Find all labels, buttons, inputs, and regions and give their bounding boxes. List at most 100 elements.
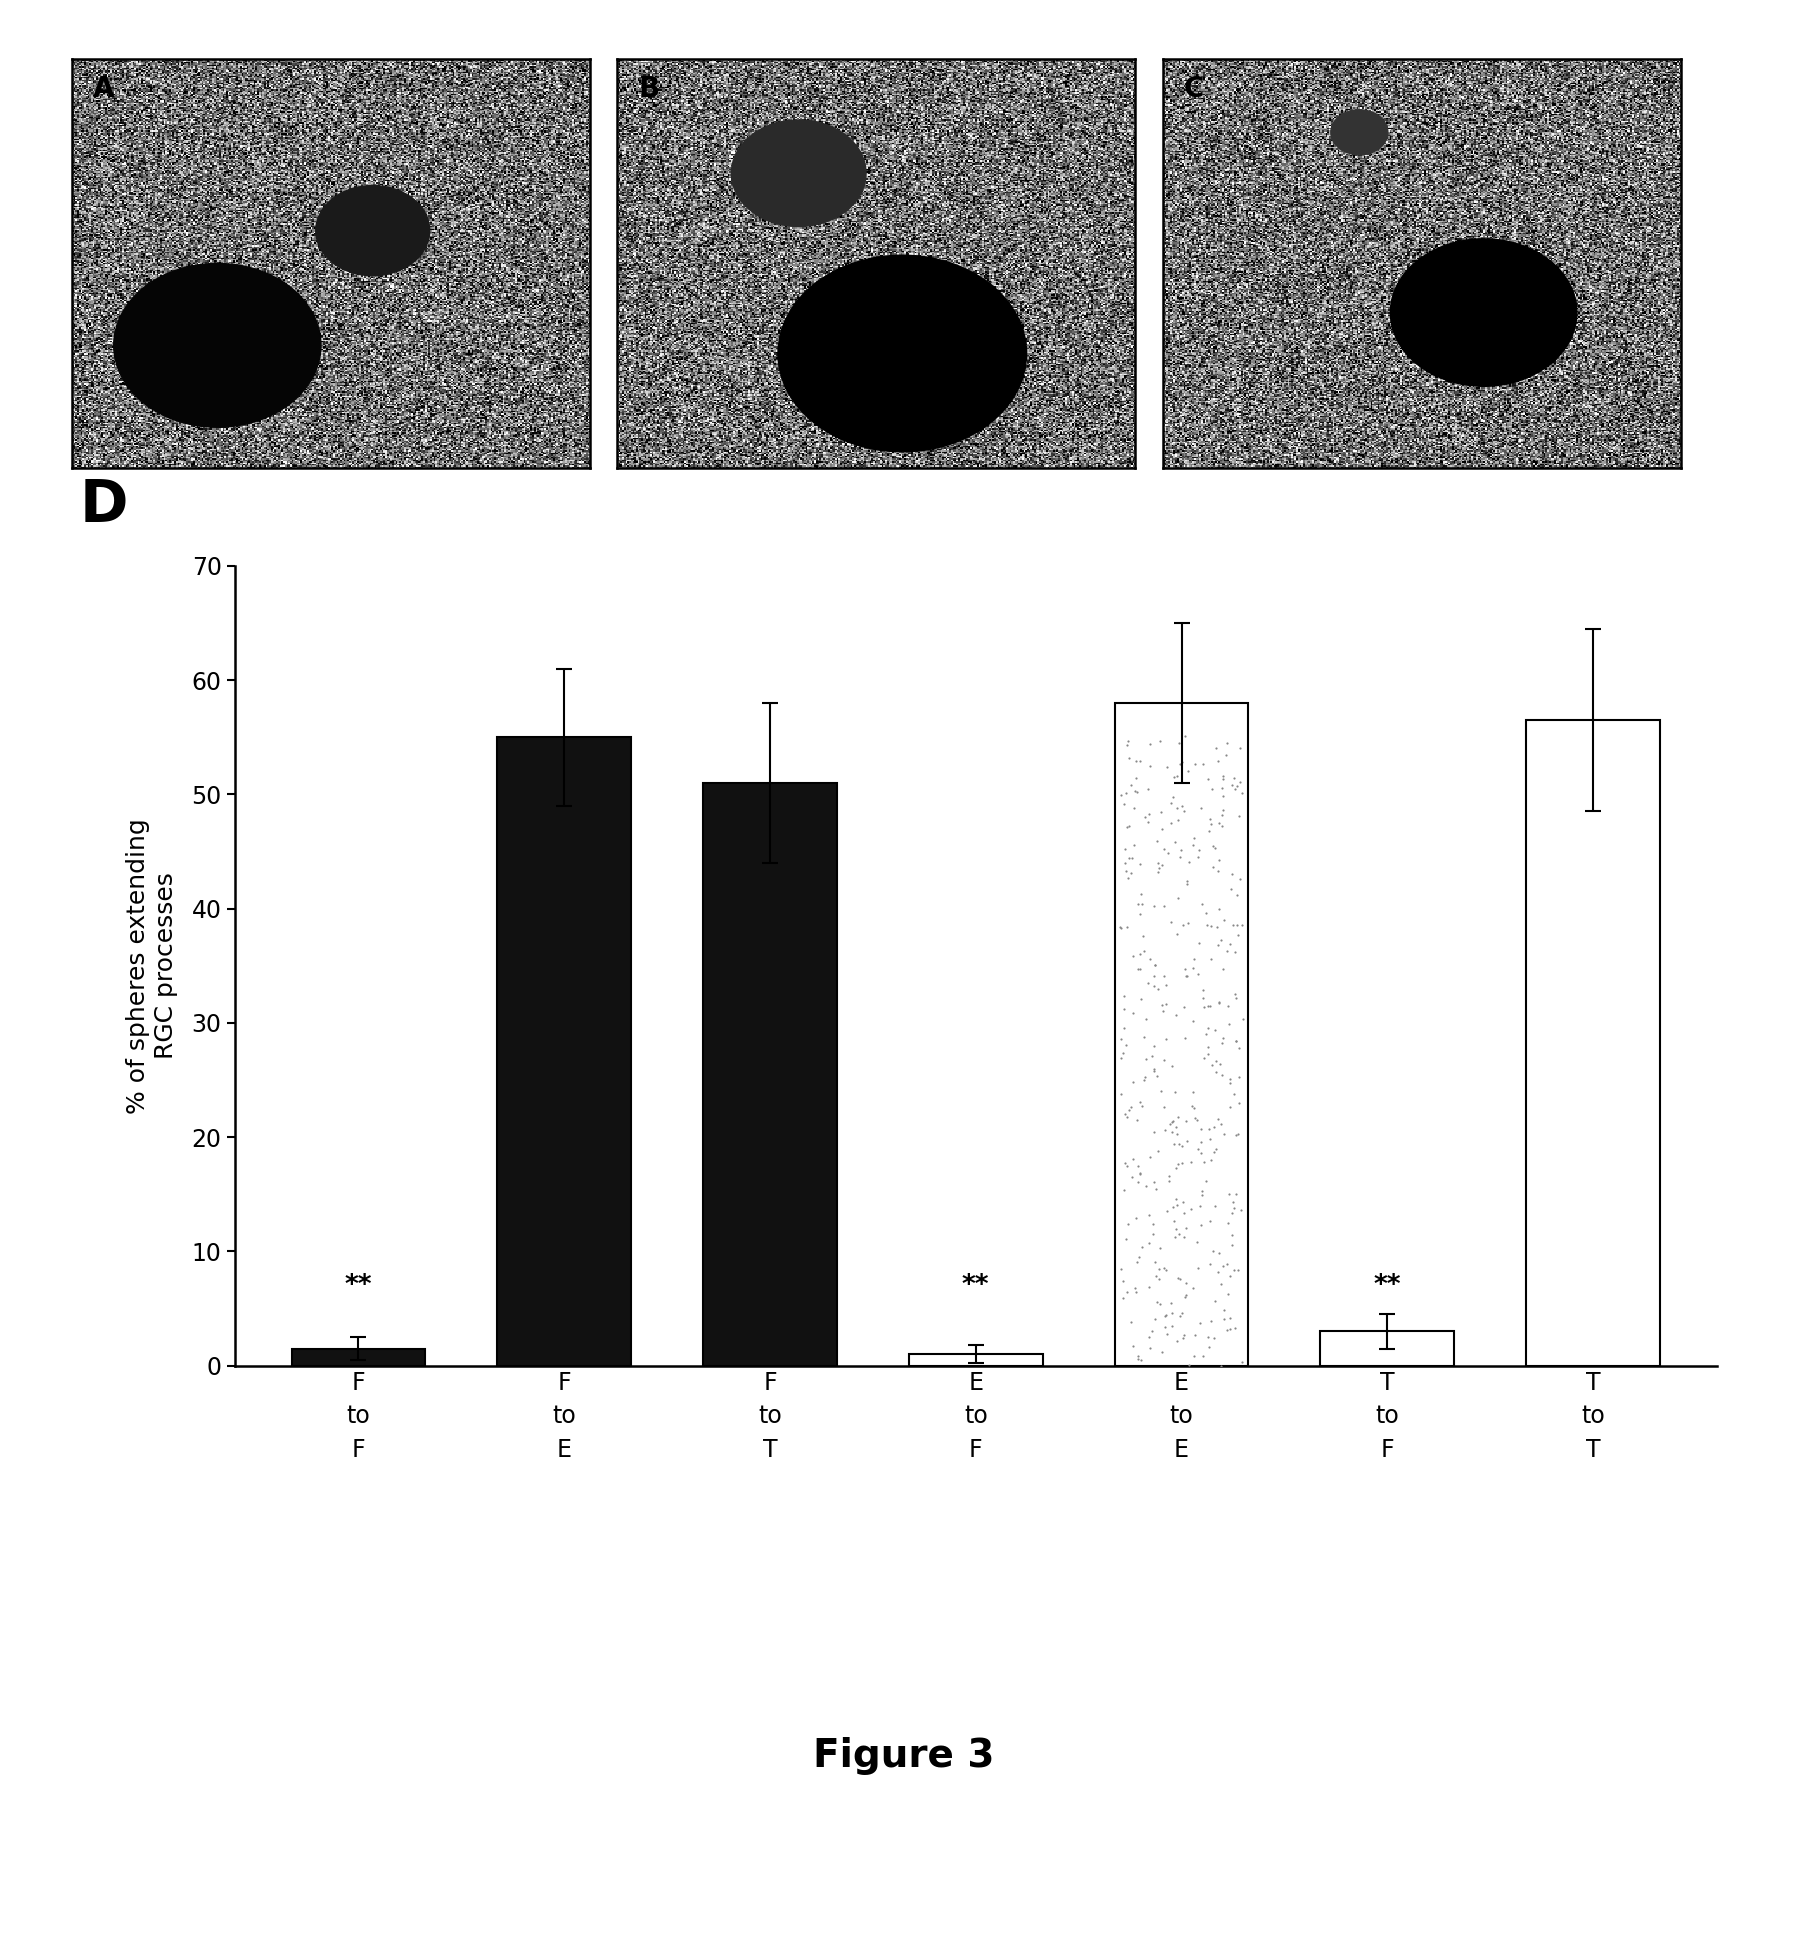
- Point: [1212, 1278, 1241, 1309]
- Point: [1142, 1260, 1171, 1292]
- Point: [1171, 1198, 1200, 1229]
- Point: [1207, 1059, 1236, 1091]
- Point: [1209, 1303, 1238, 1334]
- Point: [1158, 1192, 1187, 1223]
- Point: [1113, 1276, 1142, 1307]
- Point: [1167, 835, 1196, 866]
- Point: [1162, 1110, 1191, 1141]
- Point: [1160, 1077, 1189, 1108]
- Point: [1173, 1280, 1202, 1311]
- Point: [1216, 929, 1245, 960]
- Point: [1196, 991, 1225, 1022]
- Point: [1184, 1134, 1212, 1165]
- Point: [1153, 1196, 1182, 1227]
- Point: [1180, 823, 1209, 855]
- Point: [1137, 1040, 1166, 1071]
- Point: [1214, 1178, 1243, 1210]
- Point: [1184, 841, 1212, 872]
- Point: [1115, 843, 1144, 874]
- Point: [1209, 780, 1238, 812]
- Point: [1126, 745, 1155, 776]
- Bar: [1115, 702, 1249, 1366]
- Point: [1146, 726, 1175, 757]
- Point: [1222, 1178, 1250, 1210]
- Point: [1131, 802, 1160, 833]
- Point: [1144, 1253, 1173, 1284]
- Point: [1223, 1254, 1252, 1286]
- Point: [1108, 1036, 1137, 1067]
- Point: [1153, 1319, 1182, 1350]
- Point: [1119, 1331, 1147, 1362]
- Point: [1135, 798, 1164, 829]
- Point: [1151, 1299, 1180, 1331]
- Point: [1191, 1018, 1220, 1050]
- Point: [1214, 991, 1243, 1022]
- Point: [1122, 763, 1151, 794]
- Point: [1120, 775, 1149, 806]
- Point: [1171, 1282, 1200, 1313]
- Point: [1126, 897, 1155, 929]
- Point: [1180, 942, 1209, 974]
- Point: [1180, 1102, 1209, 1134]
- Point: [1158, 1106, 1187, 1137]
- Point: [1209, 1118, 1238, 1149]
- Bar: [291, 1348, 425, 1366]
- Point: [1169, 991, 1198, 1022]
- Point: [1160, 827, 1189, 858]
- Point: [1167, 1147, 1196, 1178]
- Point: [1151, 1254, 1180, 1286]
- Point: [1164, 804, 1193, 835]
- Point: [1155, 1165, 1184, 1196]
- Point: [1222, 880, 1250, 911]
- Point: [1106, 1253, 1135, 1284]
- Point: [1140, 892, 1169, 923]
- Point: [1173, 755, 1202, 786]
- Point: [1160, 761, 1189, 792]
- Point: [1202, 1134, 1231, 1165]
- Point: [1180, 1093, 1209, 1124]
- Point: [1216, 874, 1245, 905]
- Point: [1167, 909, 1196, 940]
- Point: [1169, 1186, 1198, 1217]
- Point: [1209, 763, 1238, 794]
- Point: [1117, 1305, 1146, 1336]
- Point: [1194, 763, 1223, 794]
- Point: [1126, 938, 1155, 970]
- Point: [1164, 1217, 1193, 1249]
- Point: [1151, 1114, 1180, 1145]
- Point: [1149, 995, 1178, 1026]
- Point: [1146, 1290, 1175, 1321]
- Point: [1196, 1249, 1225, 1280]
- Point: [1175, 1350, 1203, 1381]
- Point: [1173, 866, 1202, 897]
- Circle shape: [1390, 238, 1578, 386]
- Point: [1205, 845, 1234, 876]
- Point: [1113, 1151, 1142, 1182]
- Point: [1158, 1311, 1187, 1342]
- Point: [1135, 1333, 1164, 1364]
- Point: [1155, 1161, 1184, 1192]
- Point: [1189, 1340, 1218, 1372]
- Point: [1216, 1313, 1245, 1344]
- Point: [1169, 796, 1198, 827]
- Point: [1222, 1120, 1250, 1151]
- Point: [1137, 1315, 1166, 1346]
- Point: [1194, 1114, 1223, 1145]
- Point: [1207, 800, 1236, 831]
- Point: [1209, 1022, 1238, 1054]
- Point: [1135, 1227, 1164, 1258]
- Point: [1220, 1192, 1249, 1223]
- Point: [1109, 1282, 1138, 1313]
- Point: [1122, 1202, 1151, 1233]
- Point: [1171, 1022, 1200, 1054]
- Text: **: **: [345, 1272, 372, 1299]
- Point: [1109, 1013, 1138, 1044]
- Point: [1171, 720, 1200, 751]
- Point: [1227, 1346, 1256, 1377]
- Point: [1140, 1167, 1169, 1198]
- Point: [1211, 1294, 1240, 1325]
- Point: [1126, 1087, 1155, 1118]
- Point: [1164, 1100, 1193, 1132]
- Point: [1126, 1157, 1155, 1188]
- Point: [1108, 1264, 1137, 1295]
